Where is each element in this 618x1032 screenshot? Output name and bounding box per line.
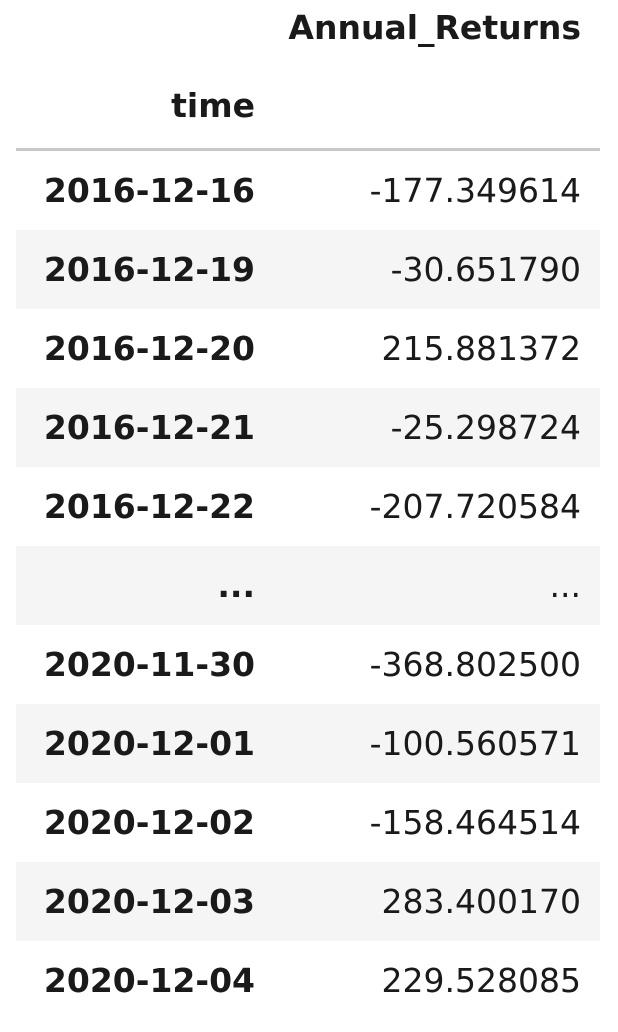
row-value-ellipsis: ... [549,566,581,605]
row-value: -368.802500 [369,645,581,684]
row-value: -100.560571 [369,724,581,763]
row-value: 229.528085 [381,961,581,1000]
row-index: 2016-12-16 [43,171,255,210]
table-row: 2020-12-01 -100.560571 [16,704,600,783]
row-index: 2016-12-22 [43,487,255,526]
row-value: -30.651790 [390,250,581,289]
row-value: 215.881372 [381,329,581,368]
row-index: 2016-12-21 [43,408,255,447]
row-index-ellipsis: ... [217,566,255,605]
table-row-ellipsis: ... ... [16,546,600,625]
table-row: 2020-12-04 229.528085 [16,941,600,1020]
row-index: 2020-11-30 [43,645,255,684]
row-value: -207.720584 [369,487,581,526]
index-name-label: time [171,86,255,125]
row-value: -158.464514 [369,803,581,842]
column-header-annual-returns: Annual_Returns [288,8,581,47]
table-row: 2016-12-21 -25.298724 [16,388,600,467]
table-row: 2016-12-22 -207.720584 [16,467,600,546]
index-header-row: time [16,70,600,151]
table-row: 2020-12-02 -158.464514 [16,783,600,862]
row-value: -25.298724 [390,408,581,447]
row-index: 2020-12-02 [43,803,255,842]
dataframe-table: Annual_Returns time 2016-12-16 -177.3496… [16,0,600,1020]
row-value: -177.349614 [369,171,581,210]
table-row: 2016-12-20 215.881372 [16,309,600,388]
row-index: 2020-12-04 [43,961,255,1000]
row-index: 2016-12-20 [43,329,255,368]
table-row: 2020-11-30 -368.802500 [16,625,600,704]
row-index: 2020-12-01 [43,724,255,763]
table-row: 2020-12-03 283.400170 [16,862,600,941]
table-row: 2016-12-16 -177.349614 [16,151,600,230]
column-header-row: Annual_Returns [16,0,600,70]
row-index: 2016-12-19 [43,250,255,289]
table-row: 2016-12-19 -30.651790 [16,230,600,309]
row-index: 2020-12-03 [43,882,255,921]
row-value: 283.400170 [381,882,581,921]
